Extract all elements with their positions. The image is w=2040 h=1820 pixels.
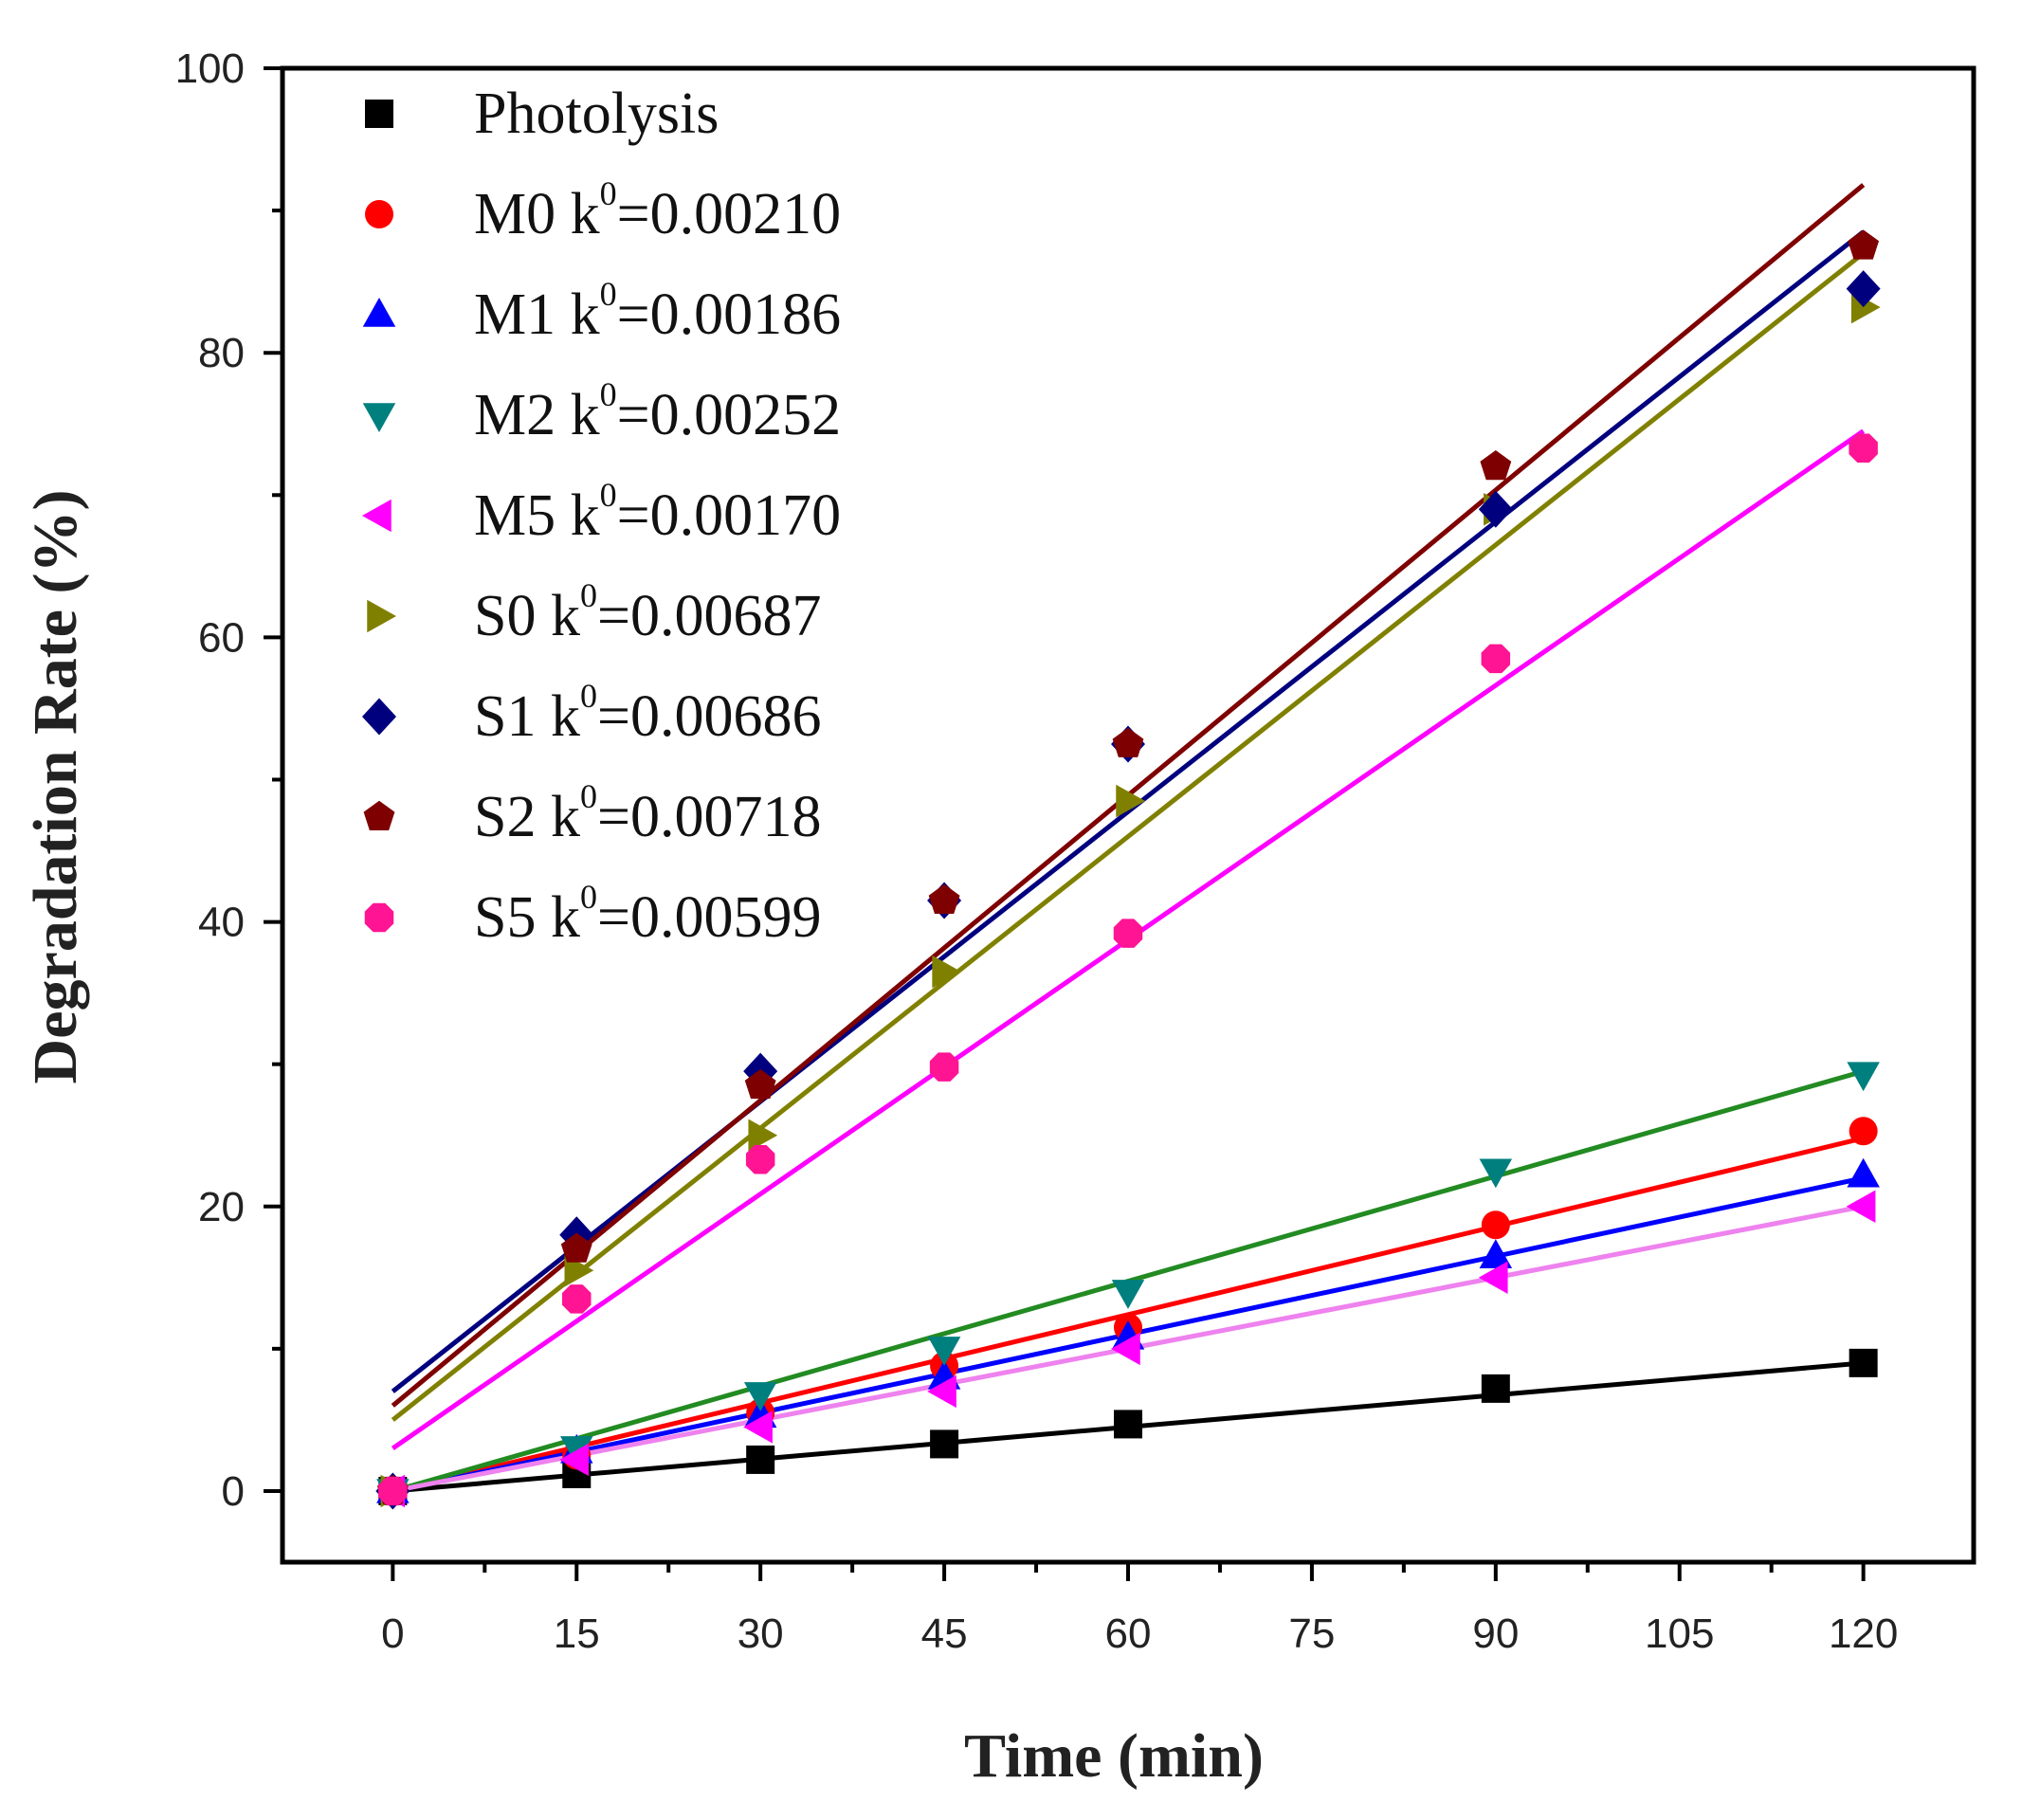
legend-marker-s5 xyxy=(364,902,394,933)
x-tick-label: 90 xyxy=(1472,1611,1519,1657)
y-axis-title: Degradation Rate (%) xyxy=(21,490,90,1084)
data-point-s0-60 xyxy=(1116,784,1145,818)
data-point-m0-120 xyxy=(1849,1117,1878,1146)
x-tick-label: 0 xyxy=(381,1611,404,1657)
legend-item-m5: M5 k0=0.00170 xyxy=(362,476,841,548)
fit-line-s0 xyxy=(391,251,1866,1422)
x-axis-title: Time (min) xyxy=(964,1721,1264,1791)
legend-marker-m0 xyxy=(365,200,393,228)
data-point-s0-30 xyxy=(748,1119,778,1152)
y-tick-label: 80 xyxy=(198,330,245,376)
y-tick-label: 20 xyxy=(198,1184,245,1230)
data-point-m2-45 xyxy=(927,1337,961,1366)
data-point-photolysis-60 xyxy=(1114,1410,1142,1439)
data-point-s5-30 xyxy=(745,1144,775,1174)
legend-item-m0: M0 k0=0.00210 xyxy=(365,174,841,246)
x-tick-label: 120 xyxy=(1829,1611,1898,1657)
legend-marker-m2 xyxy=(362,403,396,432)
data-point-s0-45 xyxy=(932,955,962,989)
x-tick-label: 75 xyxy=(1288,1611,1335,1657)
data-point-s5-0 xyxy=(378,1476,408,1506)
legend-label-s2: S2 k0=0.00718 xyxy=(474,777,821,849)
data-point-m2-60 xyxy=(1111,1280,1145,1309)
data-point-s2-60 xyxy=(1112,727,1144,757)
legend-label-m5: M5 k0=0.00170 xyxy=(474,476,841,548)
data-point-m2-30 xyxy=(743,1382,777,1411)
legend: Photolysis M0 k0=0.00210 M1 k0=0.00186 M2 k… xyxy=(362,82,841,950)
legend-marker-m5 xyxy=(362,499,392,533)
y-tick-label: 0 xyxy=(222,1468,245,1515)
legend-item-photolysis: Photolysis xyxy=(365,82,719,146)
x-tick-label: 15 xyxy=(554,1611,600,1657)
x-tick-label: 30 xyxy=(738,1611,784,1657)
legend-marker-s2 xyxy=(363,800,395,830)
data-point-m5-120 xyxy=(1846,1190,1876,1224)
data-point-photolysis-90 xyxy=(1481,1374,1510,1403)
legend-label-s1: S1 k0=0.00686 xyxy=(474,677,821,749)
data-point-m5-60 xyxy=(1111,1332,1140,1366)
legend-label-s0: S0 k0=0.00687 xyxy=(474,576,821,648)
legend-item-s1: S1 k0=0.00686 xyxy=(362,677,821,749)
legend-item-s2: S2 k0=0.00718 xyxy=(363,777,821,849)
fit-line-s1 xyxy=(391,229,1866,1393)
data-point-s5-90 xyxy=(1481,644,1511,674)
data-point-s2-120 xyxy=(1848,229,1880,260)
data-point-photolysis-45 xyxy=(930,1429,959,1459)
data-point-m5-90 xyxy=(1478,1261,1508,1295)
data-point-m0-90 xyxy=(1481,1210,1510,1240)
data-point-m1-90 xyxy=(1479,1239,1513,1269)
y-tick-label: 100 xyxy=(175,46,245,92)
data-point-s1-90 xyxy=(1478,490,1513,528)
data-point-photolysis-120 xyxy=(1849,1348,1878,1377)
y-tick-label: 60 xyxy=(198,614,245,661)
y-tick-label: 40 xyxy=(198,900,245,946)
axes: 0 15 30 45 60 75 90 105 120 0 20 40 60 80 100 xyxy=(175,46,1976,1657)
legend-label-s5: S5 k0=0.00599 xyxy=(474,878,821,950)
data-point-s5-120 xyxy=(1849,433,1878,463)
data-point-m5-45 xyxy=(927,1374,956,1409)
data-markers xyxy=(375,229,1881,1510)
data-point-m2-90 xyxy=(1479,1158,1513,1189)
data-point-s1-120 xyxy=(1846,270,1881,308)
data-point-s2-90 xyxy=(1480,450,1512,481)
data-point-m1-120 xyxy=(1847,1157,1880,1188)
legend-item-m2: M2 k0=0.00252 xyxy=(362,375,841,447)
legend-marker-s0 xyxy=(367,599,396,633)
data-point-m5-30 xyxy=(743,1410,773,1444)
legend-label-m2: M2 k0=0.00252 xyxy=(474,375,841,447)
data-point-photolysis-30 xyxy=(746,1445,775,1474)
legend-label-m1: M1 k0=0.00186 xyxy=(474,275,841,347)
data-point-s5-15 xyxy=(562,1284,592,1314)
data-point-s2-45 xyxy=(928,883,960,915)
x-tick-label: 60 xyxy=(1105,1611,1152,1657)
data-point-m5-15 xyxy=(559,1443,590,1477)
legend-marker-s1 xyxy=(362,698,396,736)
legend-item-m1: M1 k0=0.00186 xyxy=(362,275,841,347)
x-tick-label: 105 xyxy=(1645,1611,1714,1657)
legend-label-m0: M0 k0=0.00210 xyxy=(474,174,841,246)
data-point-s2-15 xyxy=(560,1232,592,1263)
data-point-s2-30 xyxy=(744,1068,776,1100)
x-tick-label: 45 xyxy=(921,1611,968,1657)
legend-marker-photolysis xyxy=(365,100,393,128)
legend-marker-m1 xyxy=(362,298,396,327)
legend-label-photolysis: Photolysis xyxy=(474,82,719,146)
legend-item-s5: S5 k0=0.00599 xyxy=(364,878,821,950)
data-point-s5-45 xyxy=(929,1052,959,1082)
data-point-m2-120 xyxy=(1847,1062,1880,1092)
data-point-s5-60 xyxy=(1113,919,1143,948)
legend-item-s0: S0 k0=0.00687 xyxy=(367,576,821,648)
